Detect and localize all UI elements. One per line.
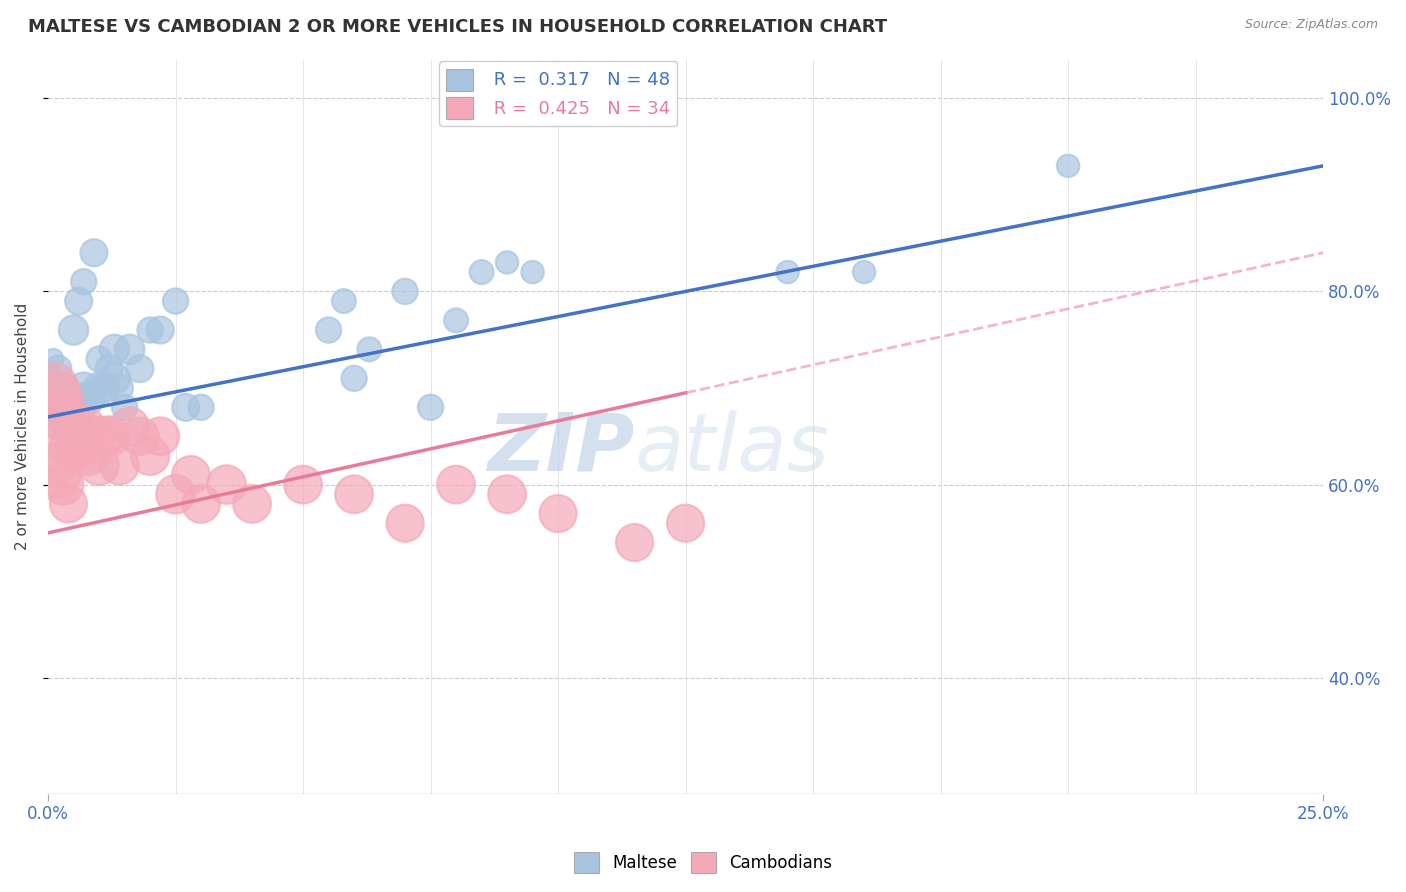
Point [46, 467, 69, 482]
Point [73, 381, 96, 395]
Point [128, 361, 150, 376]
Text: Source: ZipAtlas.com: Source: ZipAtlas.com [1244, 18, 1378, 31]
Point [547, 507, 569, 521]
Point [87, 381, 110, 395]
Point [42, 458, 65, 473]
Point [46, 401, 69, 415]
Point [87, 351, 110, 366]
Point [67, 294, 90, 309]
Point [471, 265, 494, 279]
Point [62, 323, 84, 337]
Point [62, 439, 84, 453]
Text: MALTESE VS CAMBODIAN 2 OR MORE VEHICLES IN HOUSEHOLD CORRELATION CHART: MALTESE VS CAMBODIAN 2 OR MORE VEHICLES … [28, 18, 887, 36]
Point [108, 458, 131, 473]
Point [46, 381, 69, 395]
Point [58, 415, 80, 429]
Point [108, 381, 131, 395]
Y-axis label: 2 or more Vehicles in Household: 2 or more Vehicles in Household [15, 303, 30, 550]
Point [394, 285, 416, 299]
Point [174, 401, 197, 415]
Point [139, 449, 162, 463]
Point [52, 409, 75, 424]
Point [98, 429, 121, 443]
Point [343, 371, 366, 385]
Point [58, 497, 80, 511]
Point [118, 343, 141, 357]
Point [42, 371, 65, 385]
Point [93, 381, 115, 395]
Point [240, 497, 263, 511]
Point [675, 516, 697, 531]
Point [444, 313, 467, 327]
Point [165, 487, 187, 501]
Point [42, 385, 65, 400]
Text: atlas: atlas [634, 409, 830, 488]
Point [98, 361, 121, 376]
Point [394, 516, 416, 531]
Point [496, 487, 519, 501]
Point [128, 429, 150, 443]
Point [93, 429, 115, 443]
Point [87, 458, 110, 473]
Point [73, 275, 96, 289]
Point [419, 401, 441, 415]
Point [62, 401, 84, 415]
Point [42, 381, 65, 395]
Point [318, 323, 340, 337]
Point [62, 419, 84, 434]
Point [77, 391, 100, 405]
Point [215, 477, 238, 491]
Point [67, 439, 90, 453]
Point [853, 265, 876, 279]
Point [165, 294, 187, 309]
Point [444, 477, 467, 491]
Point [180, 467, 202, 482]
Legend: Maltese, Cambodians: Maltese, Cambodians [568, 846, 838, 880]
Point [52, 477, 75, 491]
Point [77, 449, 100, 463]
Point [190, 497, 212, 511]
Point [52, 381, 75, 395]
Text: ZIP: ZIP [488, 409, 634, 488]
Point [83, 245, 105, 260]
Point [118, 419, 141, 434]
Point [114, 401, 136, 415]
Point [149, 429, 172, 443]
Point [149, 323, 172, 337]
Point [496, 255, 519, 269]
Point [190, 401, 212, 415]
Point [333, 294, 356, 309]
Point [343, 487, 366, 501]
Point [58, 391, 80, 405]
Point [83, 429, 105, 443]
Point [1057, 159, 1080, 173]
Legend:  R =  0.317   N = 48,  R =  0.425   N = 34: R = 0.317 N = 48, R = 0.425 N = 34 [439, 62, 678, 126]
Point [46, 361, 69, 376]
Point [52, 409, 75, 424]
Point [623, 535, 645, 549]
Point [58, 429, 80, 443]
Point [292, 477, 315, 491]
Point [73, 419, 96, 434]
Point [139, 323, 162, 337]
Point [42, 351, 65, 366]
Point [103, 371, 125, 385]
Point [46, 391, 69, 405]
Point [359, 343, 381, 357]
Point [522, 265, 544, 279]
Point [776, 265, 799, 279]
Point [67, 401, 90, 415]
Point [52, 395, 75, 409]
Point [103, 343, 125, 357]
